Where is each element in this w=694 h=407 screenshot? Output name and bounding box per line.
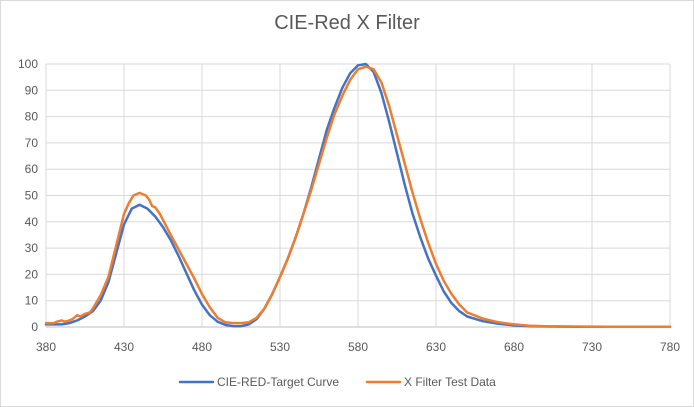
- x-tick-label: 430: [114, 340, 134, 354]
- x-tick-label: 580: [348, 340, 368, 354]
- x-tick-label: 680: [504, 340, 524, 354]
- y-tick-label: 10: [25, 294, 39, 308]
- y-tick-label: 0: [31, 320, 38, 334]
- x-tick-label: 730: [582, 340, 602, 354]
- y-tick-label: 20: [25, 267, 39, 281]
- y-tick-label: 70: [25, 136, 39, 150]
- legend-label: X Filter Test Data: [404, 375, 496, 389]
- y-tick-label: 80: [25, 110, 39, 124]
- legend: CIE-RED-Target Curve X Filter Test Data: [178, 375, 496, 389]
- axes: 380 430 480 530 580 630 680 730 780 0 10 20 30 40 50 60…: [18, 57, 680, 354]
- y-tick-label: 90: [25, 83, 39, 97]
- chart-title: CIE-Red X Filter: [274, 12, 420, 34]
- x-tick-label: 380: [36, 340, 56, 354]
- x-tick-label: 780: [660, 340, 680, 354]
- y-tick-label: 40: [25, 215, 39, 229]
- y-tick-label: 60: [25, 162, 39, 176]
- y-tick-label: 100: [18, 57, 38, 71]
- y-tick-label: 30: [25, 241, 39, 255]
- x-tick-label: 630: [426, 340, 446, 354]
- x-tick-label: 530: [270, 340, 290, 354]
- x-tick-label: 480: [192, 340, 212, 354]
- series-lines: [44, 62, 672, 328]
- gridlines: [45, 63, 671, 328]
- y-tick-label: 50: [25, 189, 39, 203]
- series-line-test-data: [44, 65, 672, 328]
- legend-label: CIE-RED-Target Curve: [217, 375, 339, 389]
